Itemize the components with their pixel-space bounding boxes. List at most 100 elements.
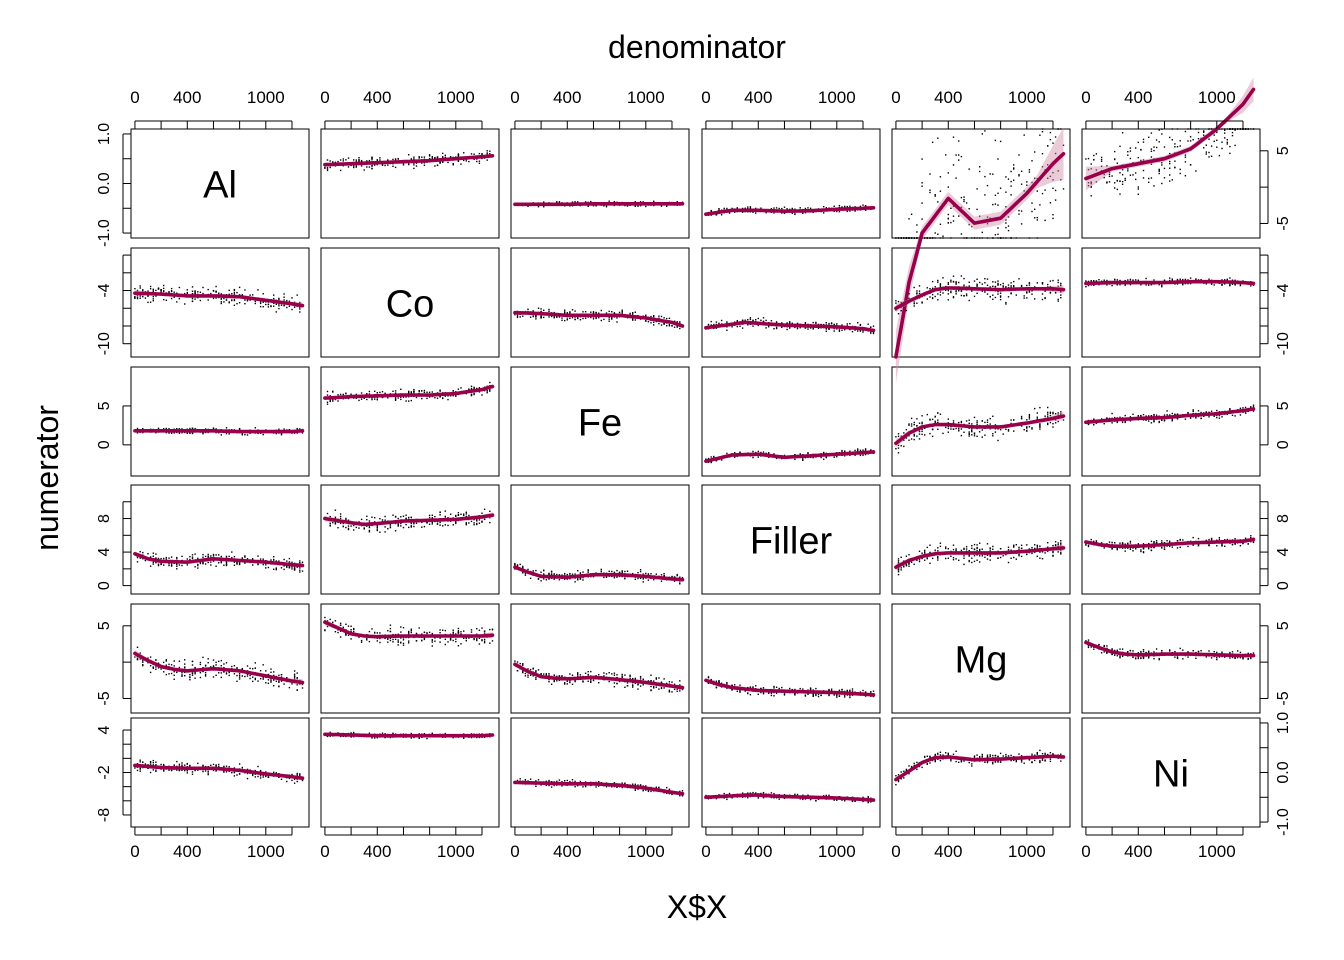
- data-point: [486, 152, 488, 154]
- data-point: [1187, 411, 1189, 414]
- data-point: [900, 445, 902, 447]
- data-point: [1060, 294, 1062, 296]
- data-point: [358, 527, 360, 529]
- data-point: [971, 429, 973, 432]
- data-point: [989, 428, 991, 430]
- data-point: [1163, 419, 1166, 421]
- data-point: [1036, 237, 1038, 239]
- data-point: [918, 559, 921, 561]
- data-point: [660, 580, 663, 582]
- data-point: [611, 311, 613, 313]
- data-point: [345, 519, 347, 521]
- data-point: [947, 431, 949, 433]
- data-point: [1010, 422, 1012, 425]
- data-point: [1203, 131, 1205, 133]
- data-point: [259, 302, 262, 305]
- data-point: [358, 399, 360, 402]
- data-point: [345, 159, 347, 161]
- data-point: [1124, 414, 1126, 417]
- data-point: [937, 428, 939, 430]
- data-point: [836, 456, 838, 458]
- data-point: [394, 392, 397, 394]
- data-point: [1002, 433, 1004, 435]
- data-point: [1137, 193, 1139, 195]
- data-point: [355, 393, 357, 396]
- data-point: [1231, 414, 1234, 416]
- smooth-line: [513, 310, 685, 328]
- data-point: [387, 164, 389, 166]
- data-point: [992, 294, 994, 296]
- data-point: [947, 218, 949, 220]
- data-point: [1036, 416, 1038, 418]
- data-point: [650, 315, 652, 318]
- data-point: [326, 159, 329, 161]
- data-point: [650, 573, 652, 575]
- data-point: [713, 323, 715, 326]
- data-point: [134, 296, 136, 298]
- data-point: [979, 542, 981, 544]
- data-point: [976, 421, 978, 424]
- data-point: [481, 154, 483, 156]
- data-point: [339, 522, 342, 525]
- data-point: [1124, 179, 1126, 181]
- data-point: [1036, 178, 1038, 180]
- data-point: [1229, 409, 1231, 411]
- data-point: [139, 551, 141, 553]
- data-point: [582, 317, 584, 320]
- data-point: [854, 449, 856, 452]
- data-point: [564, 319, 566, 322]
- data-point: [400, 388, 402, 390]
- data-point: [457, 512, 460, 514]
- data-point: [408, 526, 410, 529]
- data-point: [960, 196, 963, 199]
- data-point: [202, 556, 204, 558]
- data-point: [976, 278, 978, 280]
- data-point: [270, 559, 272, 561]
- data-point: [394, 399, 397, 401]
- data-point: [994, 428, 997, 430]
- data-point: [653, 579, 655, 581]
- data-point: [1132, 162, 1134, 164]
- data-point: [463, 514, 465, 517]
- data-point: [431, 156, 433, 158]
- data-point: [775, 326, 778, 329]
- data-point: [394, 530, 397, 532]
- data-point: [1213, 140, 1215, 142]
- data-point: [857, 448, 859, 450]
- data-point: [1155, 146, 1158, 149]
- data-point: [267, 303, 270, 305]
- data-point: [947, 283, 949, 285]
- data-point: [402, 396, 405, 398]
- data-point: [288, 300, 291, 302]
- data-point: [460, 387, 462, 389]
- data-point: [1179, 168, 1181, 171]
- data-point: [186, 289, 188, 291]
- data-point: [228, 289, 230, 292]
- data-point: [1200, 411, 1202, 414]
- data-point: [329, 524, 331, 526]
- data-point: [283, 428, 285, 430]
- data-point: [937, 279, 939, 282]
- data-point: [1174, 143, 1176, 145]
- cell-2-5: [1084, 404, 1256, 426]
- data-point: [574, 310, 576, 312]
- data-point: [897, 452, 900, 454]
- data-point: [905, 437, 908, 439]
- data-point: [299, 301, 301, 304]
- data-point: [973, 237, 976, 239]
- data-point: [825, 456, 827, 458]
- data-point: [613, 201, 616, 203]
- data-point: [465, 522, 467, 525]
- data-point: [358, 158, 360, 161]
- data-point: [791, 207, 793, 210]
- data-point: [942, 237, 944, 239]
- data-point: [734, 452, 736, 454]
- data-point: [984, 282, 986, 284]
- data-point: [1100, 156, 1103, 159]
- data-point: [202, 292, 204, 295]
- data-point: [1135, 178, 1137, 181]
- data-point: [397, 524, 399, 526]
- data-point: [457, 155, 460, 158]
- data-point: [1007, 429, 1010, 431]
- data-point: [984, 278, 986, 280]
